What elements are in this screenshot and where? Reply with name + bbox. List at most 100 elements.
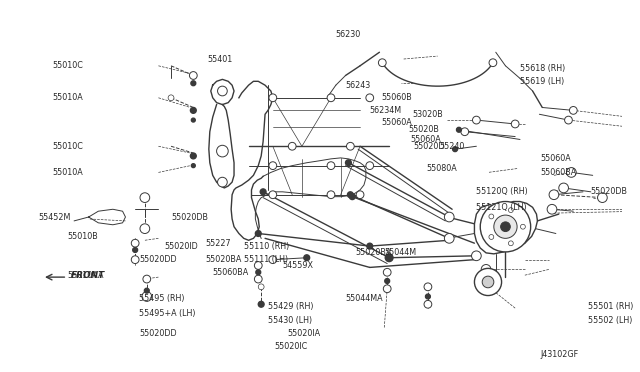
Text: 55010C: 55010C [52, 61, 84, 70]
Circle shape [444, 234, 454, 243]
Text: 55020DD: 55020DD [139, 329, 177, 338]
Text: 55120Q (RH): 55120Q (RH) [476, 187, 528, 196]
Text: 55429 (RH): 55429 (RH) [268, 302, 314, 311]
Text: 55619 (LH): 55619 (LH) [520, 77, 564, 86]
Circle shape [189, 72, 197, 79]
Text: FRONT: FRONT [71, 271, 106, 280]
Circle shape [259, 284, 264, 290]
Text: 55430 (LH): 55430 (LH) [268, 316, 312, 325]
Circle shape [168, 95, 174, 101]
Text: 55020BA: 55020BA [355, 248, 392, 257]
Circle shape [474, 268, 502, 295]
Circle shape [482, 276, 494, 288]
Circle shape [346, 160, 351, 166]
Text: 55020DB: 55020DB [171, 212, 208, 221]
Circle shape [500, 222, 510, 231]
Circle shape [132, 247, 138, 252]
Text: 55020ID: 55020ID [164, 241, 198, 251]
Text: 55044MA: 55044MA [346, 294, 383, 303]
Circle shape [489, 235, 494, 240]
Circle shape [564, 116, 572, 124]
Circle shape [481, 280, 491, 290]
Circle shape [385, 254, 393, 262]
Circle shape [254, 262, 262, 269]
Circle shape [366, 94, 374, 102]
Text: 55060BA: 55060BA [540, 168, 577, 177]
Text: 55060A: 55060A [410, 135, 441, 144]
Circle shape [142, 292, 152, 301]
Circle shape [269, 94, 276, 102]
Circle shape [327, 94, 335, 102]
Text: 55010A: 55010A [52, 93, 83, 102]
Text: 56230: 56230 [336, 30, 361, 39]
Circle shape [444, 212, 454, 222]
Circle shape [356, 191, 364, 199]
Circle shape [456, 127, 461, 132]
Text: 55060BA: 55060BA [212, 268, 249, 277]
Circle shape [547, 205, 557, 214]
Circle shape [378, 59, 386, 67]
Circle shape [383, 268, 391, 276]
Circle shape [327, 162, 335, 170]
Circle shape [472, 251, 481, 261]
Circle shape [327, 191, 335, 199]
Circle shape [489, 214, 494, 219]
Text: 55010A: 55010A [52, 168, 83, 177]
Circle shape [508, 208, 513, 212]
Circle shape [520, 224, 525, 229]
Text: 55020BA: 55020BA [205, 255, 241, 264]
Text: 55060A: 55060A [540, 154, 571, 163]
Circle shape [216, 145, 228, 157]
Circle shape [191, 118, 195, 122]
Text: 56243: 56243 [346, 81, 371, 90]
Circle shape [424, 300, 432, 308]
Text: 55452M: 55452M [38, 212, 70, 221]
Circle shape [255, 231, 261, 237]
Text: 55401: 55401 [207, 55, 232, 64]
Circle shape [549, 190, 559, 199]
Circle shape [269, 162, 276, 170]
Text: 55010AA: 55010AA [67, 271, 104, 280]
Circle shape [570, 106, 577, 114]
Circle shape [480, 202, 531, 252]
Circle shape [494, 215, 517, 238]
Circle shape [511, 120, 519, 128]
Circle shape [145, 288, 149, 293]
Text: 53020B: 53020B [412, 110, 443, 119]
Text: 55020B: 55020B [408, 125, 440, 134]
Text: 55020DB: 55020DB [591, 187, 628, 196]
Circle shape [366, 162, 374, 170]
Text: 55121Q (LH): 55121Q (LH) [476, 203, 527, 212]
Circle shape [461, 128, 468, 135]
Circle shape [385, 279, 390, 283]
Text: 55227: 55227 [205, 239, 230, 248]
Circle shape [191, 153, 196, 159]
Text: 55501 (RH): 55501 (RH) [588, 302, 633, 311]
Circle shape [383, 285, 391, 293]
Text: 55020IC: 55020IC [275, 342, 308, 352]
Text: 55495+A (LH): 55495+A (LH) [139, 310, 196, 318]
Text: 55110 (RH): 55110 (RH) [244, 241, 289, 251]
Text: 55080A: 55080A [426, 164, 457, 173]
Text: 55502 (LH): 55502 (LH) [588, 316, 632, 325]
Circle shape [452, 147, 458, 151]
Circle shape [191, 108, 196, 113]
Circle shape [304, 255, 310, 261]
Text: 55044M: 55044M [384, 248, 417, 257]
Circle shape [559, 183, 568, 193]
Text: 54559X: 54559X [282, 261, 314, 270]
Circle shape [348, 192, 353, 198]
Circle shape [424, 283, 432, 291]
Circle shape [254, 275, 262, 283]
Circle shape [598, 193, 607, 202]
Text: 55111 (LH): 55111 (LH) [244, 255, 288, 264]
Circle shape [260, 189, 266, 195]
Circle shape [489, 59, 497, 67]
Circle shape [349, 194, 355, 199]
Circle shape [481, 264, 491, 274]
Text: 55060B: 55060B [381, 93, 412, 102]
Circle shape [131, 239, 139, 247]
Circle shape [131, 256, 139, 263]
Circle shape [472, 116, 480, 124]
Circle shape [191, 164, 195, 167]
